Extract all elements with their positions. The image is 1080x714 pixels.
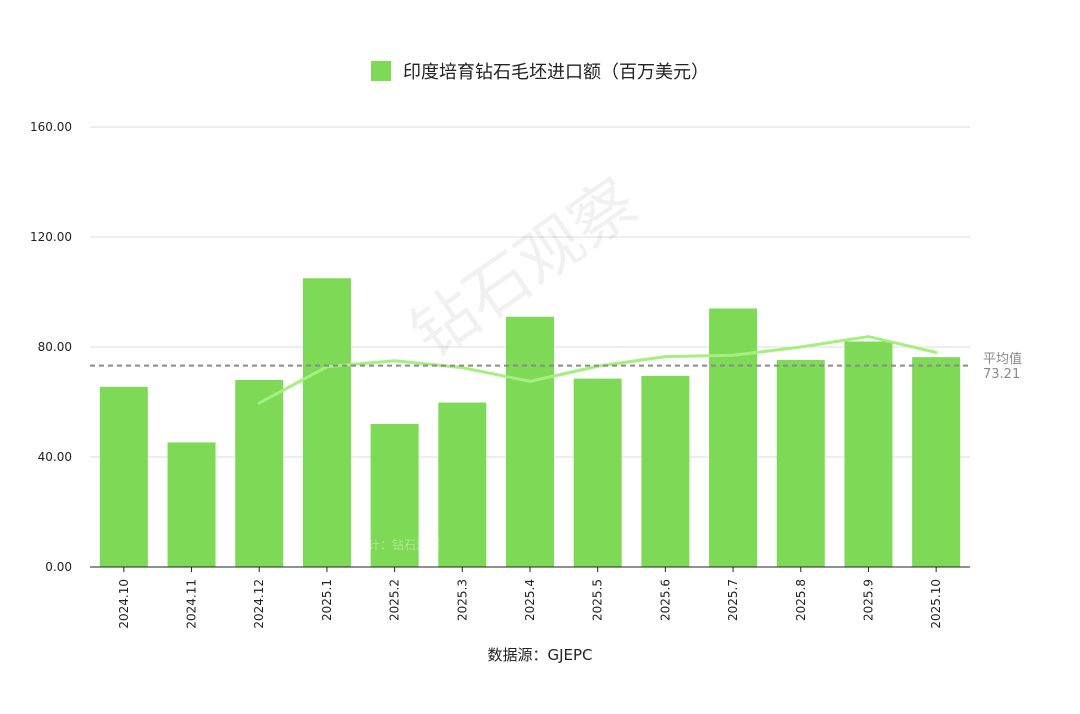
average-value: 73.21 — [983, 367, 1021, 382]
x-tick-label: 2025.2 — [388, 579, 402, 621]
trend-line-group — [90, 335, 970, 405]
axes: 0.00 40.00 80.00 120.00 160.00 2024.10 2024.11… — [30, 120, 970, 629]
bar — [99, 386, 148, 567]
legend-swatch — [371, 61, 391, 81]
x-tick-label: 2025.4 — [523, 579, 537, 621]
bar — [573, 378, 622, 567]
average-label: 平均值 — [983, 352, 1023, 367]
x-tick-label: 2024.11 — [185, 579, 199, 629]
y-tick-label: 160.00 — [30, 120, 72, 134]
x-tick-label: 2025.7 — [726, 579, 740, 621]
bar — [709, 308, 758, 567]
bar — [167, 442, 216, 567]
y-tick-label: 80.00 — [38, 340, 72, 354]
watermark-small: 统计：钻石观察 — [356, 538, 441, 552]
x-tick-label: 2025.10 — [929, 579, 943, 629]
bar — [302, 278, 351, 567]
x-tick-label: 2025.9 — [861, 579, 875, 621]
bar — [506, 316, 554, 567]
bar — [776, 359, 825, 567]
bars — [99, 278, 961, 567]
y-tick-label: 120.00 — [30, 230, 72, 244]
x-tick-label: 2025.5 — [591, 579, 605, 621]
bar — [912, 357, 961, 567]
source-note: 数据源：GJEPC — [487, 646, 593, 664]
bar — [438, 402, 487, 567]
x-tick-label: 2025.6 — [658, 579, 672, 621]
x-tick-label: 2025.1 — [320, 579, 334, 621]
x-tick-label: 2025.3 — [455, 579, 469, 621]
x-tick-label: 2025.8 — [794, 579, 808, 621]
y-tick-label: 40.00 — [38, 450, 72, 464]
bar — [235, 380, 284, 567]
bar — [641, 375, 690, 567]
x-tick-label: 2024.10 — [117, 579, 131, 629]
bar — [370, 424, 419, 567]
x-tick-label: 2024.12 — [252, 579, 266, 629]
y-tick-label: 0.00 — [45, 560, 72, 574]
bar — [844, 341, 893, 567]
legend: 印度培育钻石毛坯进口额（百万美元） — [0, 58, 1080, 84]
chart-title: 印度培育钻石毛坯进口额（百万美元） — [403, 62, 709, 83]
